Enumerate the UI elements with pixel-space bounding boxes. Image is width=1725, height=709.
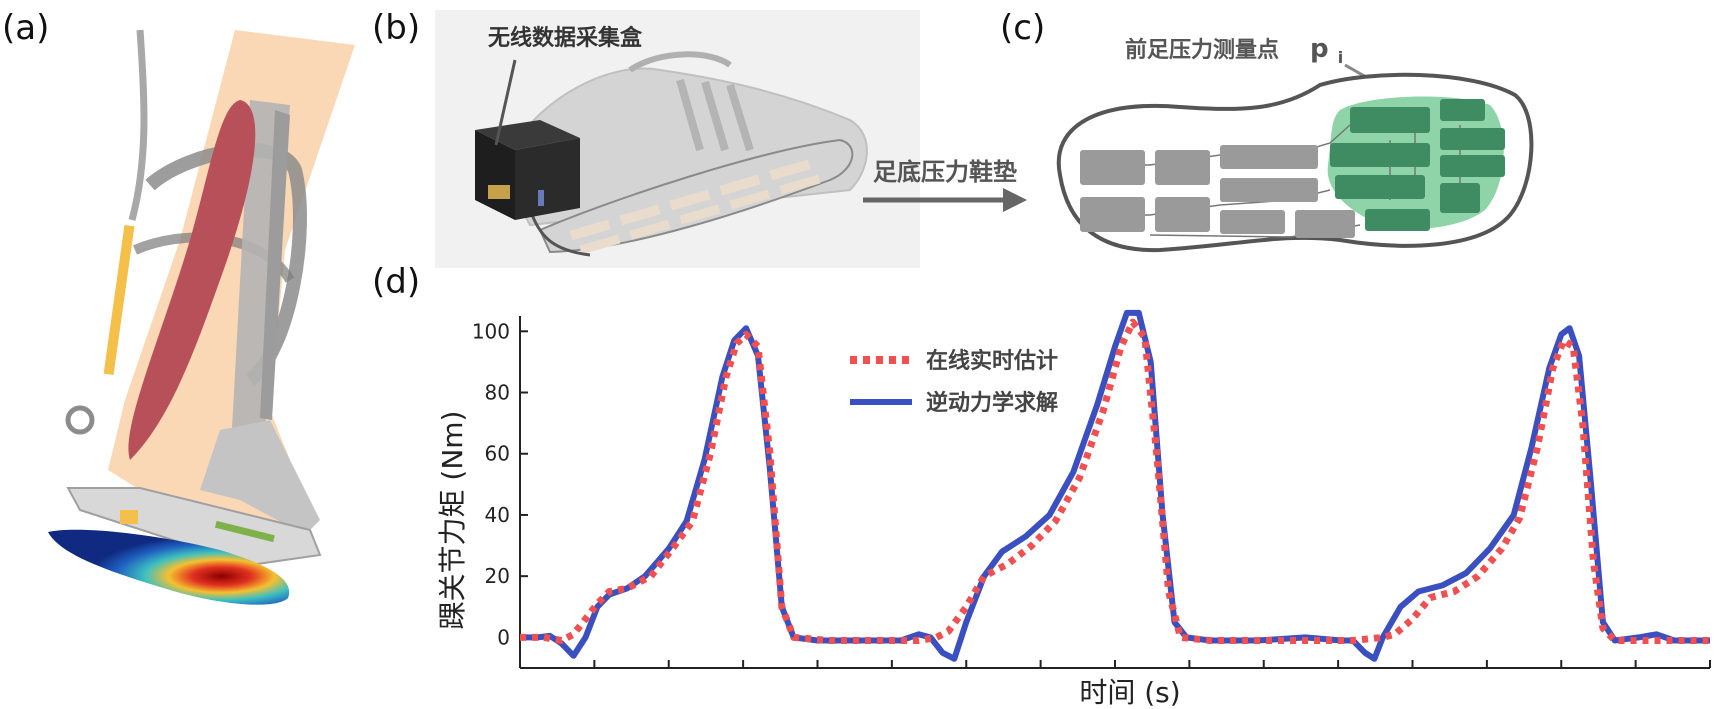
y-tick-label: 0 xyxy=(497,625,510,649)
forefoot-sensor-cells xyxy=(1330,99,1505,231)
daq-box-label: 无线数据采集盒 xyxy=(488,25,643,51)
shoe-collar xyxy=(628,51,732,73)
insole-pads xyxy=(569,159,821,255)
fibula-bone xyxy=(260,110,290,420)
x-axis-label: 时间 (s) xyxy=(1079,676,1180,709)
y-tick-label: 80 xyxy=(485,381,510,405)
y-tick-label: 60 xyxy=(485,442,510,466)
forefoot-point-label: 前足压力测量点 xyxy=(1125,37,1279,63)
orthosis-frame xyxy=(145,143,307,386)
y-tick-label: 20 xyxy=(485,564,510,588)
actuator-rod xyxy=(103,225,135,375)
series-line-inverse-dynamics xyxy=(520,309,1710,662)
chart-legend: 在线实时估计 逆动力学求解 xyxy=(850,348,1058,416)
panel-c-label: (c) xyxy=(1000,8,1046,48)
sole-yellow-pad xyxy=(120,510,138,524)
legend-estimate-label: 在线实时估计 xyxy=(926,348,1058,374)
sole-green-sensor xyxy=(214,520,275,543)
panel-b-label: (b) xyxy=(372,8,421,48)
insole-sensor-map: 前足压力测量点 p i xyxy=(1056,34,1534,253)
calf-muscle xyxy=(128,100,256,460)
sensor-ribbon-cable xyxy=(528,209,591,257)
leg-orthosis-illustration xyxy=(48,29,355,605)
svg-text:p i: p i xyxy=(1310,34,1343,67)
arrow-head-icon xyxy=(1003,188,1027,212)
shoe-illustration: 无线数据采集盒 xyxy=(435,10,920,268)
legend-inverse-dynamics-label: 逆动力学求解 xyxy=(926,390,1058,416)
forefoot-point-symbol: p xyxy=(1310,34,1329,64)
actuator-joint xyxy=(65,405,95,435)
panel-a-label: (a) xyxy=(2,8,50,48)
daq-box xyxy=(475,120,580,220)
forefoot-point-subscript: i xyxy=(1338,48,1343,67)
svg-text:前足压力测量点: 前足压力测量点 xyxy=(1125,37,1279,63)
insole-arrow: 足底压力鞋垫 xyxy=(863,158,1027,212)
daq-pointer-line xyxy=(494,59,517,146)
y-axis-label: 踝关节力矩 (Nm) xyxy=(436,411,469,630)
foot-bones xyxy=(200,420,320,535)
series-line-estimate xyxy=(520,318,1710,644)
rear-sensor-cells xyxy=(1080,145,1355,238)
y-tick-label: 40 xyxy=(485,503,510,527)
arrow-label: 足底压力鞋垫 xyxy=(873,158,1017,186)
y-tick-label: 100 xyxy=(472,319,510,343)
shoe-sole xyxy=(66,487,322,567)
shoe-stripes xyxy=(676,78,754,152)
panel-d-label: (d) xyxy=(372,262,421,302)
sensor-cable xyxy=(128,29,148,221)
pressure-heatmap-insole xyxy=(48,529,290,605)
